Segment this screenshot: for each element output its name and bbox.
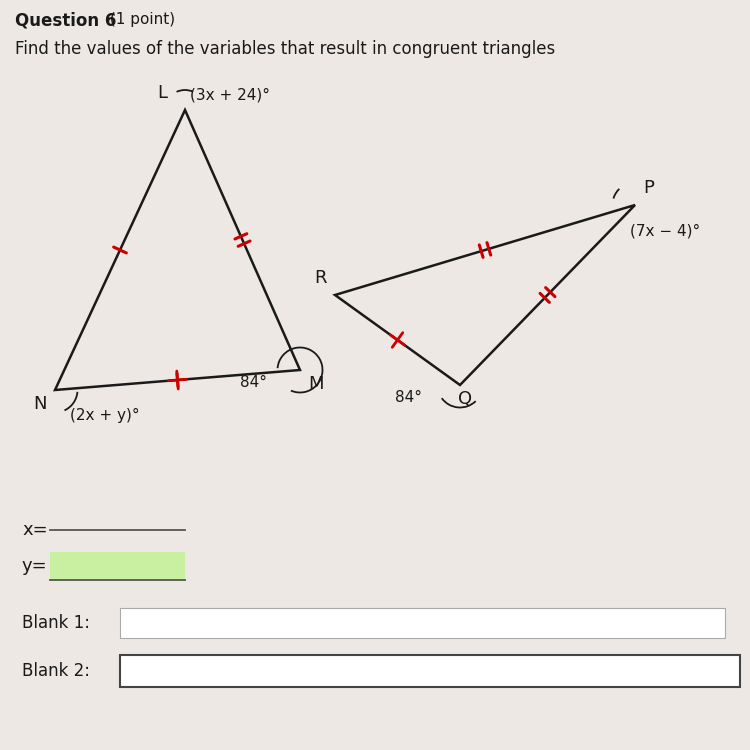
Text: Blank 1:: Blank 1: — [22, 614, 90, 632]
Text: (2x + y)°: (2x + y)° — [70, 408, 140, 423]
Text: Question 6: Question 6 — [15, 12, 116, 30]
Text: (1 point): (1 point) — [105, 12, 175, 27]
Bar — [120, 608, 725, 638]
Text: M: M — [308, 375, 323, 393]
Text: (7x − 4)°: (7x − 4)° — [630, 223, 700, 238]
Text: x=: x= — [22, 521, 48, 539]
Text: R: R — [314, 269, 327, 287]
Text: L: L — [157, 84, 167, 102]
Text: y=: y= — [22, 557, 48, 575]
Bar — [120, 655, 740, 687]
Bar — [50, 552, 185, 580]
Text: Find the values of the variables that result in congruent triangles: Find the values of the variables that re… — [15, 40, 555, 58]
Text: (3x + 24)°: (3x + 24)° — [190, 87, 270, 102]
Text: 84°: 84° — [395, 390, 422, 405]
Text: N: N — [34, 395, 47, 413]
Text: 84°: 84° — [240, 375, 267, 390]
Text: Blank 2:: Blank 2: — [22, 662, 90, 680]
Text: Q: Q — [458, 390, 472, 408]
Text: P: P — [643, 179, 654, 197]
